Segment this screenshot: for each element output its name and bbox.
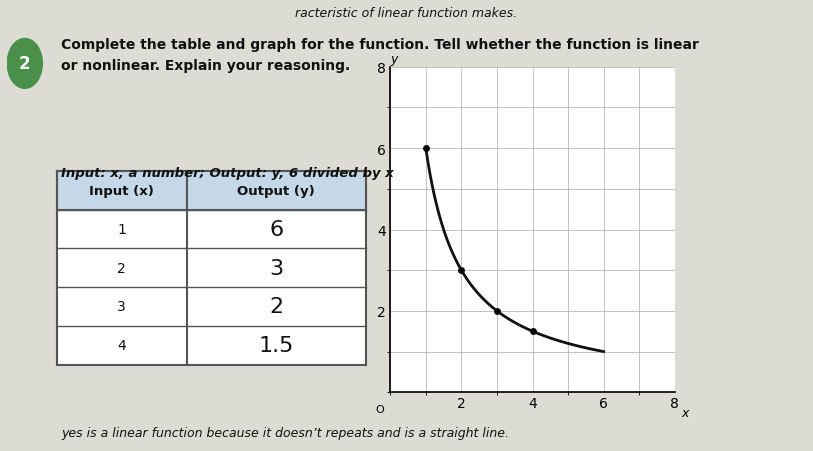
Text: Input: x, a number; Output: y, 6 divided by x: Input: x, a number; Output: y, 6 divided… [61,167,393,180]
Text: 3: 3 [269,258,283,278]
Text: 4: 4 [117,339,126,353]
Text: 6: 6 [269,220,283,239]
Text: 1: 1 [117,222,126,236]
Text: x: x [682,406,689,419]
Text: O: O [375,404,384,414]
Text: 2: 2 [19,55,31,73]
Text: yes is a linear function because it doesn’t repeats and is a straight line.: yes is a linear function because it does… [61,426,509,439]
Text: 3: 3 [117,300,126,314]
Text: Complete the table and graph for the function. Tell whether the function is line: Complete the table and graph for the fun… [61,38,699,73]
Circle shape [7,39,42,89]
Text: y: y [390,53,398,66]
Text: Output (y): Output (y) [237,184,315,197]
Text: 2: 2 [117,261,126,275]
Text: 1.5: 1.5 [259,336,294,355]
Text: racteristic of linear function makes.: racteristic of linear function makes. [295,7,518,20]
Text: 2: 2 [269,297,283,317]
Text: Input (x): Input (x) [89,184,154,197]
